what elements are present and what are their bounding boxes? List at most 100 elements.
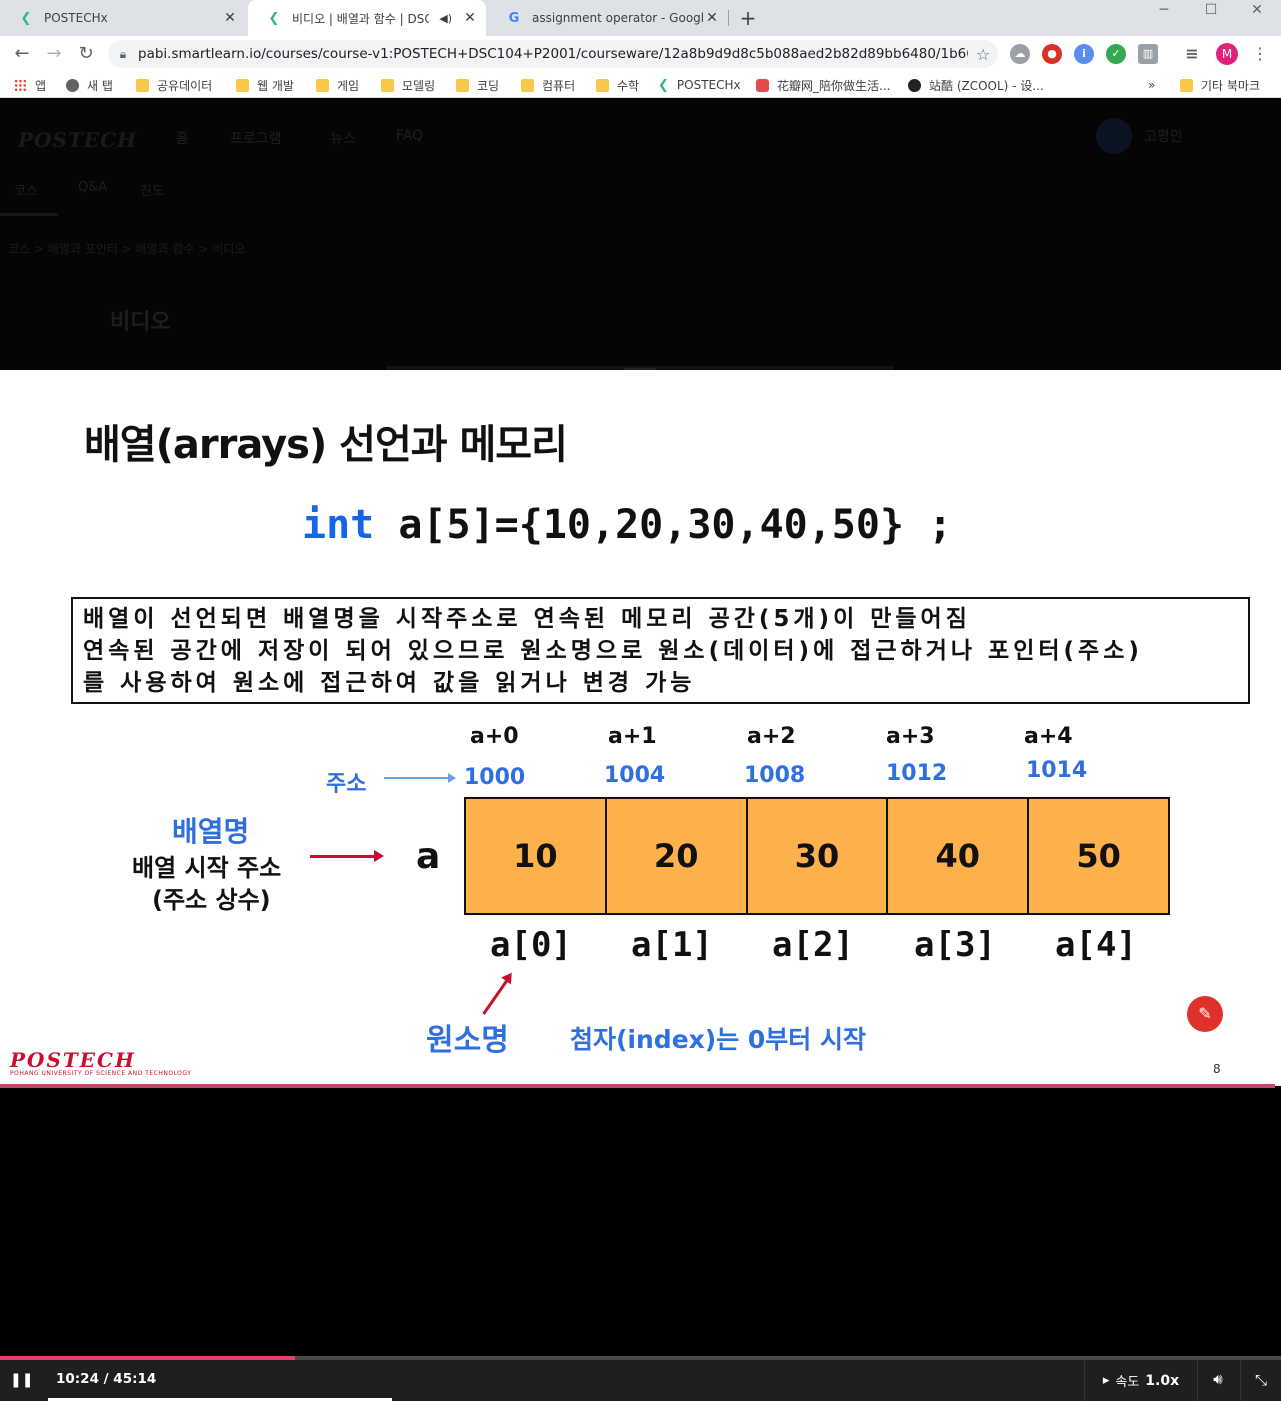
address-value: 1004 <box>604 763 666 788</box>
bookmark-other[interactable]: 기타 북마크 <box>1180 76 1260 94</box>
nav-programs[interactable]: 프로그램 <box>230 131 282 147</box>
folder-icon <box>1180 78 1193 92</box>
subtab-course[interactable]: 코스 <box>14 184 38 199</box>
description-line: 배열이 선언되면 배열명을 시작주소로 연속된 메모리 공간(5개)이 만들어짐 <box>83 606 971 632</box>
extension-blue-icon[interactable]: i <box>1074 44 1094 64</box>
folder-icon <box>236 78 249 92</box>
array-variable: a <box>416 836 441 877</box>
bookmark-folder[interactable]: 수학 <box>596 76 639 94</box>
tab-title: 비디오 | 배열과 함수 | DSC104 <box>292 11 430 26</box>
bookmark-folder[interactable]: 코딩 <box>456 76 499 94</box>
close-window-icon[interactable]: ✕ <box>1251 2 1263 18</box>
bookmark-folder[interactable]: 공유데이터 <box>136 76 212 94</box>
bookmark-star-icon[interactable]: ☆ <box>975 44 991 64</box>
code-rest: a[5]={10,20,30,40,50} ; <box>374 502 953 548</box>
speed-button[interactable]: ▸ 속도 1.0x <box>1084 1360 1198 1401</box>
speed-label: 속도 <box>1115 1375 1140 1390</box>
pause-icon[interactable]: ❚❚ <box>10 1372 34 1388</box>
progress-bar[interactable] <box>0 1356 1281 1360</box>
description-line: 연속된 공간에 저장이 되어 있으므로 원소명으로 원소(데이터)에 접근하거나… <box>83 638 1143 664</box>
close-tab-icon[interactable]: ✕ <box>706 10 718 26</box>
exit-fullscreen-icon[interactable]: ⤡ <box>1240 1360 1281 1401</box>
index-label: a[1] <box>631 925 713 965</box>
bookmark-apps[interactable]: 앱 <box>14 76 46 94</box>
new-tab-button[interactable]: + <box>739 6 757 30</box>
site-logo[interactable]: POSTECH <box>18 128 137 152</box>
postechx-favicon-icon: ❮ <box>658 77 669 93</box>
video-frame[interactable]: 배열(arrays) 선언과 메모리 int a[5]={10,20,30,40… <box>0 370 1281 1088</box>
bookmark-postechx[interactable]: ❮ POSTECHx <box>658 77 741 93</box>
huaban-icon <box>756 78 769 92</box>
offset-label: a+1 <box>608 724 657 749</box>
tab-video[interactable]: ❮ 비디오 | 배열과 함수 | DSC104 ◀) ✕ <box>248 0 486 36</box>
tab-title: assignment operator - Google Se <box>532 11 704 25</box>
subtab-progress[interactable]: 진도 <box>140 184 164 199</box>
bookmark-folder[interactable]: 컴퓨터 <box>521 76 575 94</box>
folder-icon <box>456 78 469 92</box>
bookmark-folder[interactable]: 게임 <box>316 76 359 94</box>
address-value: 1014 <box>1026 758 1088 783</box>
extension-cloud-icon[interactable]: ☁ <box>1010 44 1030 64</box>
bookmark-folder[interactable]: 웹 개발 <box>236 76 294 94</box>
slide-logo: POSTECH <box>10 1048 136 1072</box>
close-tab-icon[interactable]: ✕ <box>464 10 476 26</box>
profile-avatar[interactable]: M <box>1216 43 1238 65</box>
description-line: 를 사용하여 원소에 접근하여 값을 읽거나 변경 가능 <box>83 670 696 696</box>
tab-google[interactable]: G assignment operator - Google Se ✕ <box>488 0 728 36</box>
active-subtab-indicator <box>0 213 58 216</box>
player-controls: ❚❚ 10:24 / 45:14 ▸ 속도 1.0x 🔊︎ ⤡ <box>0 1360 1281 1401</box>
tab-postechx[interactable]: ❮ POSTECHx ✕ <box>0 0 246 36</box>
nav-home[interactable]: 홈 <box>176 131 189 147</box>
postechx-favicon-icon: ❮ <box>20 10 32 26</box>
offset-label: a+2 <box>747 724 796 749</box>
time-display: 10:24 / 45:14 <box>56 1371 157 1387</box>
user-name[interactable]: 고평인 <box>1144 129 1183 145</box>
bookmark-new-tab[interactable]: 새 탭 <box>66 76 113 94</box>
user-avatar-icon[interactable] <box>1096 118 1132 154</box>
array-cell: 40 <box>888 799 1030 913</box>
code-keyword: int <box>302 502 375 548</box>
extension-shield-icon[interactable]: ✓ <box>1106 44 1126 64</box>
page-overlay: POSTECH 홈 프로그램 뉴스 FAQ 고평인 코스 Q&A 진도 코스 >… <box>0 98 1281 380</box>
speaker-icon[interactable]: ◀) <box>439 11 452 25</box>
slide-bottom-line <box>0 1084 1275 1088</box>
array-name-label: 배열명 <box>172 815 250 848</box>
slide-page-number: 8 <box>1213 1062 1221 1076</box>
index-label: a[4] <box>1055 925 1137 965</box>
pointer-arrow-icon <box>310 850 384 862</box>
apps-grid-icon <box>14 78 27 92</box>
array-start-label: 배열 시작 주소 <box>132 854 282 882</box>
volume-icon[interactable]: 🔊︎ <box>1213 1370 1223 1388</box>
index-note: 첨자(index)는 0부터 시작 <box>570 1025 866 1054</box>
play-triangle-icon: ▸ <box>1102 1373 1110 1388</box>
extension-book-icon[interactable]: ▥ <box>1138 44 1158 64</box>
subtab-qna[interactable]: Q&A <box>78 180 108 195</box>
address-bar[interactable]: 🔒︎ pabi.smartlearn.io/courses/course-v1:… <box>108 40 998 68</box>
maximize-icon[interactable]: ☐ <box>1204 2 1218 18</box>
bookmark-overflow[interactable]: » <box>1148 78 1156 92</box>
extension-red-icon[interactable]: ● <box>1042 44 1062 64</box>
forward-icon[interactable]: → <box>46 43 62 64</box>
element-name-label: 원소명 <box>426 1023 509 1058</box>
back-icon[interactable]: ← <box>14 43 30 64</box>
browser-menu-icon[interactable]: ⋮ <box>1252 44 1268 63</box>
description-box: 배열이 선언되면 배열명을 시작주소로 연속된 메모리 공간(5개)이 만들어짐… <box>71 597 1250 704</box>
bookmark-zcool[interactable]: 站酷 (ZCOOL) - 设... <box>908 76 1044 94</box>
array-const-label: (주소 상수) <box>152 886 271 914</box>
minimize-icon[interactable]: ─ <box>1159 2 1169 18</box>
url-text[interactable]: pabi.smartlearn.io/courses/course-v1:POS… <box>138 46 968 62</box>
bookmark-huaban[interactable]: 花瓣网_陪你做生活... <box>756 76 890 94</box>
index-label: a[3] <box>914 925 996 965</box>
breadcrumb[interactable]: 코스 > 배열과 포인터 > 배열과 함수 > 비디오 <box>8 242 246 256</box>
lock-icon[interactable]: 🔒︎ <box>119 46 127 61</box>
bookmarks-bar: 앱 새 탭 공유데이터 웹 개발 게임 모델링 코딩 컴퓨터 수학 ❮ POSTE… <box>0 72 1281 98</box>
nav-news[interactable]: 뉴스 <box>330 131 356 147</box>
offset-label: a+3 <box>886 724 935 749</box>
media-control-icon[interactable]: ≡ <box>1185 44 1199 63</box>
slide-logo-subtitle: POHANG UNIVERSITY OF SCIENCE AND TECHNOL… <box>10 1070 192 1077</box>
nav-faq[interactable]: FAQ <box>396 128 424 144</box>
array-cell: 20 <box>606 799 748 913</box>
bookmark-folder[interactable]: 모델링 <box>381 76 435 94</box>
reload-icon[interactable]: ↻ <box>78 43 94 64</box>
close-tab-icon[interactable]: ✕ <box>224 10 236 26</box>
